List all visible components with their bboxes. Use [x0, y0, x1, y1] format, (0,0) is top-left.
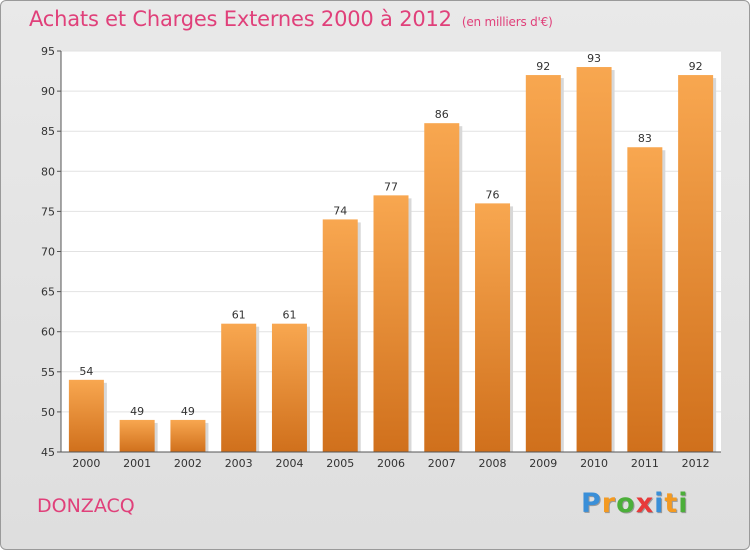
bar-2006	[373, 195, 409, 453]
data-label: 92	[689, 60, 703, 73]
x-tick-label: 2002	[174, 457, 202, 470]
bar-2004	[271, 323, 307, 452]
bar-2012	[678, 75, 714, 452]
data-label: 54	[79, 365, 93, 378]
data-label: 83	[638, 132, 652, 145]
x-tick-label: 2007	[428, 457, 456, 470]
bar-2000	[68, 379, 104, 452]
logo-letter: i	[654, 488, 665, 519]
bar-2007	[424, 123, 460, 453]
logo-letter: i	[678, 488, 689, 519]
logo-letter: P	[581, 488, 602, 519]
y-tick-label: 95	[41, 45, 55, 58]
y-tick-label: 60	[41, 326, 55, 339]
logo-letter: t	[664, 488, 679, 519]
x-axis: 2000 2001 2002 2003 2004 2005 2006 2007 2008 2009…	[61, 451, 721, 470]
y-tick-label: 45	[41, 446, 55, 459]
x-tick-label: 2009	[529, 457, 557, 470]
y-tick-label: 70	[41, 246, 55, 259]
chart-subtitle: (en milliers d'€)	[461, 15, 553, 29]
bar-2001	[119, 419, 155, 452]
y-tick-label: 85	[41, 125, 55, 138]
data-label: 92	[536, 60, 550, 73]
x-tick-label: 2011	[631, 457, 659, 470]
commune-name: DONZACQ	[37, 495, 135, 517]
y-tick-label: 50	[41, 406, 55, 419]
data-label: 77	[384, 180, 398, 193]
bar-2008	[475, 203, 511, 452]
x-tick-label: 2003	[225, 457, 253, 470]
data-label: 49	[181, 405, 195, 418]
x-tick-label: 2006	[377, 457, 405, 470]
bar-2003	[221, 323, 257, 452]
y-tick-label: 75	[41, 205, 55, 218]
data-label: 49	[130, 405, 144, 418]
y-tick-label: 80	[41, 165, 55, 178]
y-axis: 45 50 55 60 65 70 75 80 85 90 95	[41, 45, 62, 459]
y-tick-label: 65	[41, 286, 55, 299]
bars: 54 49 49 61 61 74 77 86 76 92 93 83 92	[68, 52, 717, 453]
logo-letter: o	[616, 488, 636, 519]
logo-letter: r	[601, 488, 617, 519]
bar-2010	[576, 67, 612, 452]
x-tick-label: 2008	[479, 457, 507, 470]
data-label: 61	[232, 309, 246, 322]
x-tick-label: 2001	[123, 457, 151, 470]
x-tick-label: 2000	[72, 457, 100, 470]
data-label: 74	[333, 204, 347, 217]
data-label: 61	[282, 309, 296, 322]
data-label: 93	[587, 52, 601, 65]
logo-letter: x	[635, 488, 655, 519]
y-tick-label: 90	[41, 85, 55, 98]
x-tick-label: 2004	[275, 457, 303, 470]
x-tick-label: 2012	[682, 457, 710, 470]
bar-2005	[322, 219, 358, 452]
chart-title: Achats et Charges Externes 2000 à 2012 (e…	[29, 7, 553, 31]
bar-2009	[525, 75, 561, 452]
y-tick-label: 55	[41, 366, 55, 379]
x-tick-label: 2005	[326, 457, 354, 470]
x-tick-label: 2010	[580, 457, 608, 470]
data-label: 86	[435, 108, 449, 121]
chart-title-text: Achats et Charges Externes 2000 à 2012	[29, 7, 452, 31]
proxiti-logo: Proxiti	[581, 488, 689, 519]
bar-2002	[170, 419, 206, 452]
bar-2011	[627, 147, 663, 453]
data-label: 76	[486, 188, 500, 201]
